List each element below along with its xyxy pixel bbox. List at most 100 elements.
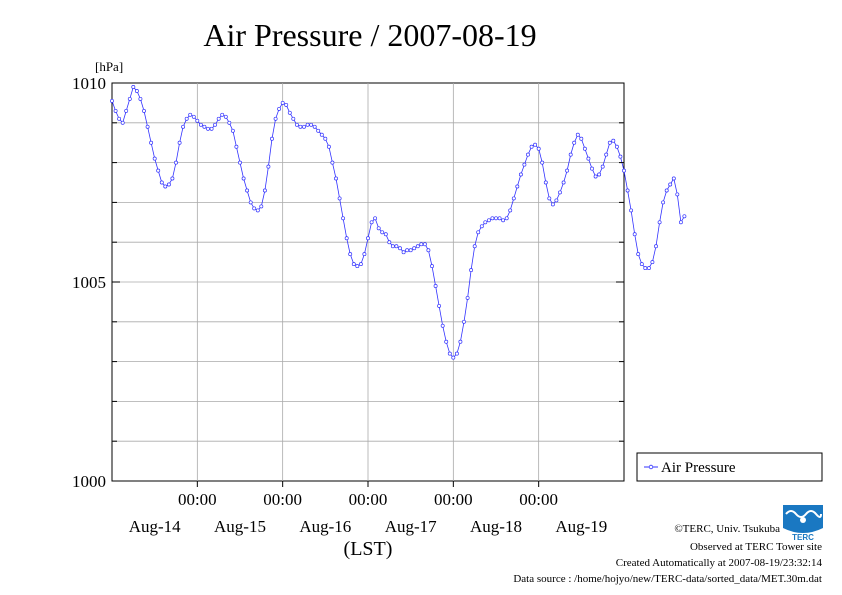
x-tick-time-label: 00:00: [519, 490, 558, 509]
data-point: [572, 140, 577, 145]
data-point: [518, 172, 523, 177]
data-point: [163, 184, 168, 189]
data-point: [270, 136, 274, 141]
data-point: [323, 136, 328, 141]
data-point: [245, 188, 250, 193]
data-point: [117, 116, 122, 121]
data-point: [586, 156, 591, 161]
data-point: [597, 172, 602, 177]
data-point: [230, 128, 235, 133]
data-point: [319, 132, 324, 137]
terc-logo-drop: [800, 517, 806, 523]
data-point: [362, 252, 367, 257]
data-point: [511, 196, 516, 201]
data-point: [181, 124, 186, 129]
data-point: [305, 122, 310, 127]
data-point: [188, 112, 193, 117]
data-point: [241, 176, 246, 181]
data-point: [483, 220, 488, 225]
series-points-air-pressure: [110, 85, 687, 360]
data-point: [430, 264, 434, 269]
data-point: [533, 142, 538, 147]
data-point: [383, 232, 388, 237]
data-point: [561, 180, 566, 185]
data-point: [501, 218, 506, 223]
x-tick-time-label: 00:00: [178, 490, 217, 509]
data-point: [206, 126, 210, 131]
data-point: [458, 339, 463, 344]
data-point: [504, 216, 509, 221]
data-point: [639, 262, 644, 267]
x-axis-ticks: 00:00 00:00 00:00 00:00 00:00 Aug-14 Aug-15 Aug…: [129, 481, 607, 536]
data-point: [419, 242, 424, 247]
data-point: [472, 244, 477, 249]
data-point: [280, 100, 285, 105]
data-point: [273, 116, 278, 121]
x-axis-label: (LST): [344, 538, 393, 560]
data-point: [412, 246, 417, 251]
data-point: [202, 124, 207, 129]
data-point: [440, 323, 445, 328]
data-point: [248, 200, 253, 205]
data-point: [654, 244, 658, 249]
footer-data-source: Data source : /home/hojyo/new/TERC-data/…: [513, 573, 822, 585]
data-point: [401, 250, 406, 255]
data-point: [494, 216, 498, 221]
data-point: [590, 166, 594, 171]
data-point: [462, 319, 466, 324]
data-point: [664, 188, 669, 193]
data-point: [120, 120, 125, 125]
data-point: [312, 124, 317, 129]
plot-area: [110, 82, 687, 482]
legend-marker-swatch: [648, 464, 654, 470]
footer-observed: Observed at TERC Tower site: [690, 541, 822, 553]
data-point: [387, 240, 392, 245]
x-tick-date-label: Aug-15: [214, 517, 266, 536]
data-point: [170, 176, 175, 181]
data-point: [177, 140, 182, 145]
y-axis-unit: [hPa]: [95, 59, 123, 74]
data-point: [568, 152, 573, 157]
data-point: [195, 118, 200, 123]
data-point: [469, 268, 474, 273]
data-point: [593, 174, 598, 179]
data-point: [451, 355, 456, 360]
data-point: [287, 110, 292, 115]
data-point: [369, 220, 374, 225]
data-point: [422, 242, 427, 247]
data-point: [490, 216, 495, 221]
data-point: [657, 220, 662, 225]
data-point: [216, 116, 221, 121]
data-point: [284, 102, 289, 107]
data-point: [174, 160, 178, 165]
legend-box: [636, 452, 823, 482]
data-point: [636, 252, 641, 257]
data-point: [433, 284, 438, 288]
terc-logo-wave: [785, 510, 822, 518]
data-point: [373, 216, 378, 221]
data-point: [198, 122, 203, 127]
data-point: [408, 248, 413, 253]
data-point: [582, 146, 587, 151]
chart-title: Air Pressure / 2007-08-19: [203, 17, 536, 53]
data-point: [302, 124, 306, 129]
data-point: [131, 85, 136, 89]
data-point: [294, 122, 299, 127]
data-point: [554, 198, 559, 203]
data-point: [134, 89, 139, 93]
data-point: [259, 204, 264, 209]
data-point: [618, 154, 623, 159]
data-point: [671, 176, 676, 181]
data-point: [607, 140, 612, 145]
x-tick-time-label: 00:00: [263, 490, 302, 509]
data-point: [515, 184, 520, 189]
data-point: [558, 190, 562, 195]
data-point: [444, 339, 449, 344]
data-point: [604, 152, 609, 157]
data-point: [351, 262, 356, 267]
data-point: [184, 116, 189, 121]
data-point: [138, 96, 143, 101]
x-tick-date-label: Aug-16: [299, 517, 351, 536]
data-point: [191, 114, 196, 119]
